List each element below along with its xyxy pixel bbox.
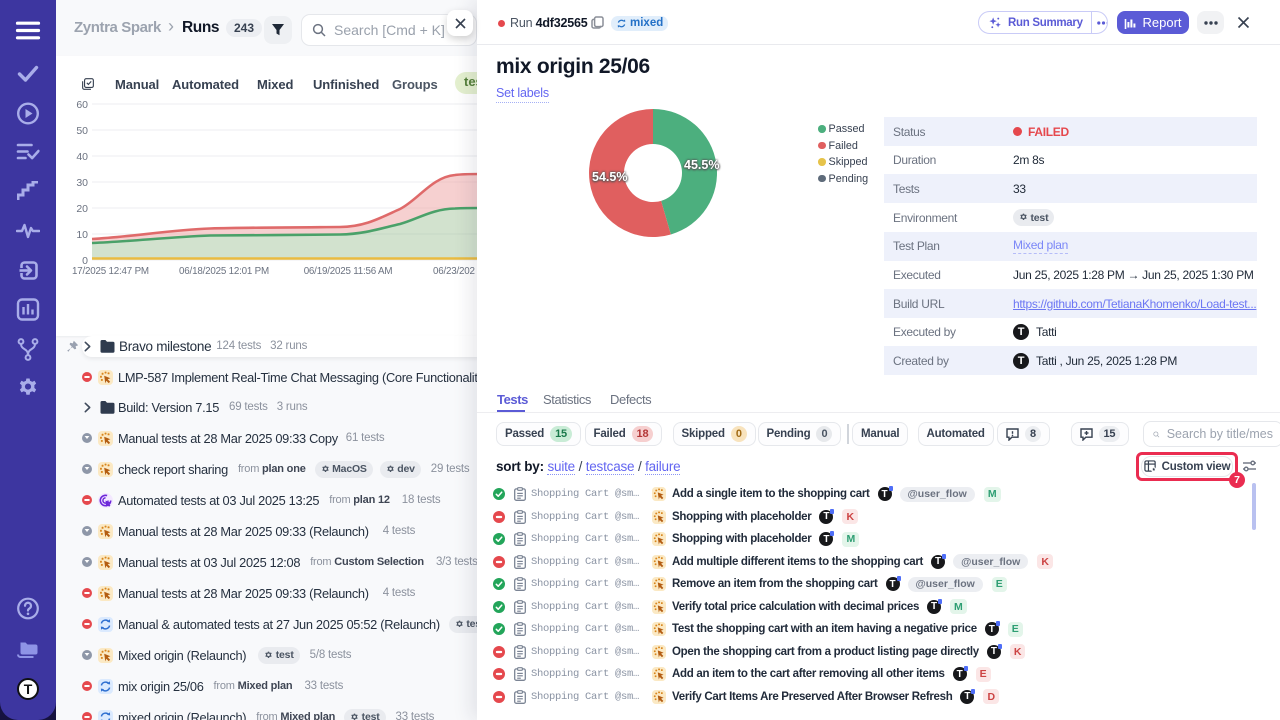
svg-text:20: 20 [76,203,88,215]
svg-text:30: 30 [76,177,88,189]
svg-text:06/19/2025 11:56 AM: 06/19/2025 11:56 AM [304,266,393,277]
svg-text:06/18/2025 12:01 PM: 06/18/2025 12:01 PM [179,266,269,277]
svg-text:17/2025 12:47 PM: 17/2025 12:47 PM [72,266,149,277]
svg-text:0: 0 [82,255,88,267]
svg-text:60: 60 [76,99,88,111]
svg-text:10: 10 [76,229,88,241]
svg-text:50: 50 [76,125,88,137]
svg-text:40: 40 [76,151,88,163]
svg-text:06/23/202: 06/23/202 [433,266,475,277]
